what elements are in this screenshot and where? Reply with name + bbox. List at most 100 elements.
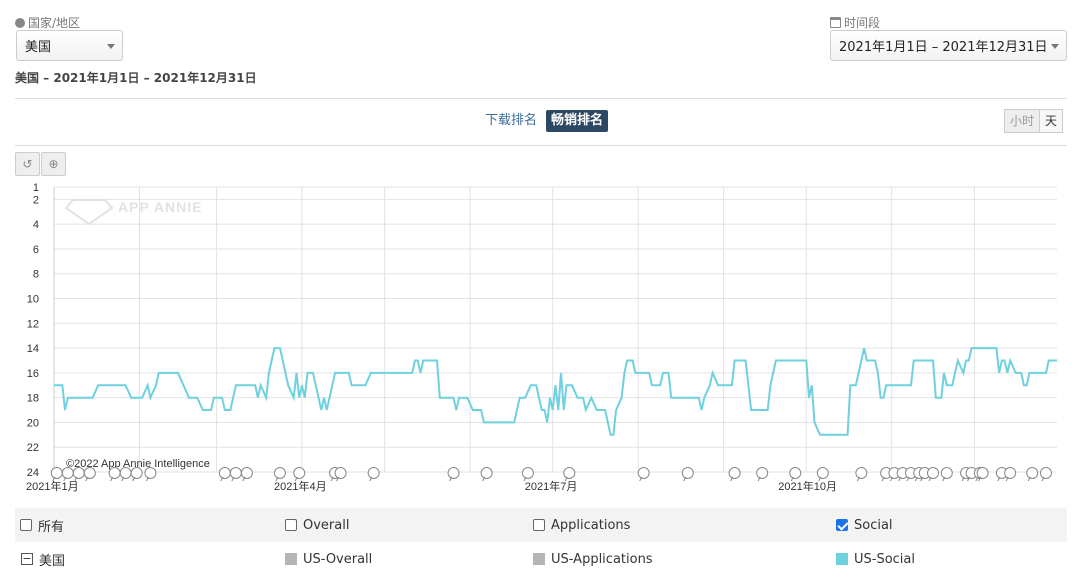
checkbox-overall[interactable] [285, 519, 297, 531]
annotation-marker[interactable] [681, 467, 694, 479]
y-tick-label: 20 [27, 417, 39, 429]
legend-categories: 所有 Overall Applications Social [15, 508, 1067, 542]
y-tick-label: 16 [27, 368, 39, 380]
annotation-marker[interactable] [855, 467, 868, 479]
annotation-marker[interactable] [218, 467, 231, 479]
annotation-marker[interactable] [480, 467, 493, 479]
annotation-marker[interactable] [367, 467, 380, 479]
legend-us-overall[interactable]: US-Overall [285, 552, 372, 567]
legend-us-social[interactable]: US-Social [836, 552, 915, 567]
annotation-marker[interactable] [816, 467, 829, 479]
annotation-marker[interactable] [728, 467, 741, 479]
x-tick-label: 2021年10月 [778, 479, 837, 493]
annotation-tail [294, 476, 298, 482]
annotation-marker[interactable] [119, 467, 132, 479]
annotation-tail [906, 476, 910, 482]
annotation-tail [639, 476, 643, 482]
copyright-text: ©2022 App Annie Intelligence [66, 458, 210, 470]
annotation-marker[interactable] [940, 467, 953, 479]
annotation-tail [52, 476, 56, 482]
annotation-marker[interactable] [563, 467, 576, 479]
swatch-us-social [836, 553, 848, 565]
y-tick-label: 6 [33, 244, 39, 256]
legend-all[interactable]: 所有 [20, 516, 64, 535]
y-tick-label: 10 [27, 294, 39, 306]
legend-overall[interactable]: Overall [285, 518, 349, 533]
period-dropdown[interactable]: 2021年1月1日 – 2021年12月31日 [830, 30, 1067, 61]
zoom-button[interactable]: ⊕ [41, 152, 66, 176]
annotation-marker[interactable] [240, 467, 253, 479]
y-tick-label: 8 [33, 269, 39, 281]
annotation-tail [978, 476, 982, 482]
y-tick-label: 4 [33, 219, 39, 231]
annotation-marker[interactable] [447, 467, 460, 479]
annotation-markers[interactable] [50, 467, 1052, 482]
annotation-tail [482, 476, 486, 482]
annotation-tail [1041, 476, 1045, 482]
annotation-tail [220, 476, 224, 482]
legend-applications[interactable]: Applications [533, 518, 630, 533]
y-tick-label: 22 [27, 442, 39, 454]
tab-download-rank[interactable]: 下载排名 [485, 113, 538, 128]
day-button[interactable]: 天 [1040, 109, 1064, 133]
annotation-marker[interactable] [1039, 467, 1052, 479]
annotation-marker[interactable] [637, 467, 650, 479]
y-tick-label: 1 [33, 182, 39, 194]
checkbox-social[interactable] [836, 519, 848, 531]
annotation-tail [74, 476, 78, 482]
annotation-tail [914, 476, 918, 482]
annotation-tail [336, 476, 340, 482]
annotation-marker[interactable] [293, 467, 306, 479]
annotation-marker[interactable] [756, 467, 769, 479]
annotation-tail [63, 476, 67, 482]
checkbox-all[interactable] [20, 519, 32, 531]
annotation-tail [231, 476, 235, 482]
undo-icon: ↺ [22, 157, 33, 171]
x-axis: 2021年1月 2021年4月 2021年7月 2021年10月 [26, 479, 837, 493]
annotation-marker[interactable] [130, 467, 143, 479]
annotation-marker[interactable] [789, 467, 802, 479]
checkbox-applications[interactable] [533, 519, 545, 531]
annotation-marker[interactable] [976, 467, 989, 479]
legend-social[interactable]: Social [836, 518, 893, 533]
annotation-marker[interactable] [334, 467, 347, 479]
annotation-marker[interactable] [229, 467, 242, 479]
zoom-in-icon: ⊕ [48, 157, 59, 171]
annotation-marker[interactable] [50, 467, 63, 479]
divider [15, 98, 1067, 99]
reset-zoom-button[interactable]: ↺ [15, 152, 40, 176]
annotation-tail [975, 476, 979, 482]
annotation-tail [242, 476, 246, 482]
annotation-marker[interactable] [1004, 467, 1017, 479]
tab-grossing-rank[interactable]: 畅销排名 [546, 110, 609, 132]
annotation-marker[interactable] [1026, 467, 1039, 479]
annotation-marker[interactable] [108, 467, 121, 479]
annotation-marker[interactable] [521, 467, 534, 479]
y-tick-label: 24 [27, 467, 39, 479]
annotation-tail [997, 476, 1001, 482]
watermark-text: APP ANNIE [118, 199, 202, 215]
collapse-icon[interactable]: − [21, 552, 33, 565]
annotation-marker[interactable] [144, 467, 157, 479]
country-dropdown[interactable]: 美国 [16, 30, 123, 61]
annotation-tail [856, 476, 860, 482]
chevron-down-icon [107, 44, 115, 49]
country-group[interactable]: − 美国 [21, 552, 66, 569]
y-tick-label: 14 [27, 343, 39, 355]
y-tick-label: 12 [27, 318, 39, 330]
annotation-marker[interactable] [72, 467, 85, 479]
annotation-marker[interactable] [273, 467, 286, 479]
annotation-tail [928, 476, 932, 482]
globe-icon [15, 17, 25, 28]
annotation-marker[interactable] [83, 467, 96, 479]
legend-us-applications[interactable]: US-Applications [533, 552, 653, 567]
annotation-marker[interactable] [61, 467, 74, 479]
annotation-tail [132, 476, 136, 482]
annotation-marker[interactable] [927, 467, 940, 479]
annotation-tail [275, 476, 279, 482]
annotation-tail [330, 476, 334, 482]
hour-button[interactable]: 小时 [1004, 109, 1041, 133]
divider [15, 145, 1067, 146]
annotation-tail [683, 476, 687, 482]
granularity-toggle: 小时 天 [1004, 109, 1064, 133]
